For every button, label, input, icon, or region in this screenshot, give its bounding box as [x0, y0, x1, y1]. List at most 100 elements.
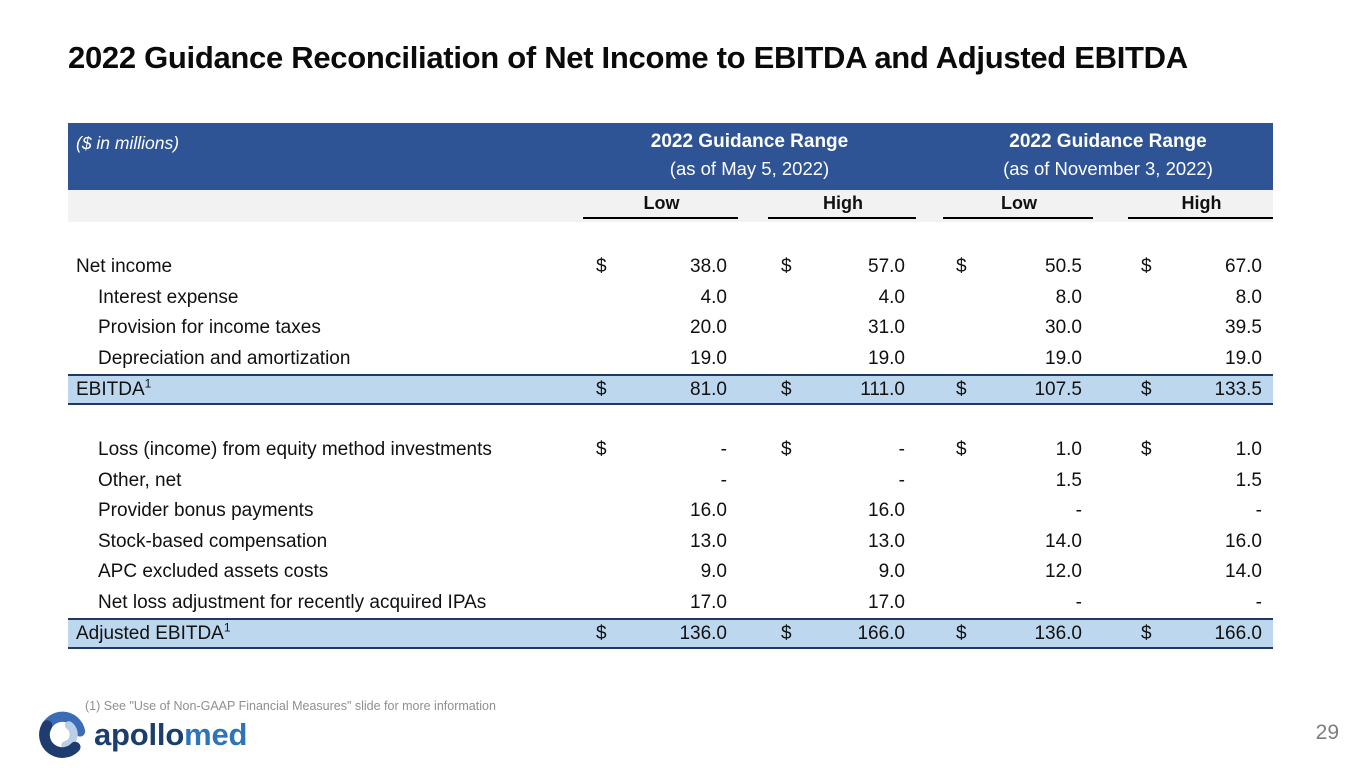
table-row: Provider bonus payments 16.0 16.0 - - [68, 496, 1273, 527]
value-cell: $133.5 [1128, 379, 1273, 401]
row-label: Net loss adjustment for recently acquire… [98, 591, 487, 613]
cell-value: 30.0 [1045, 317, 1082, 339]
subheader-low-may: Low [583, 190, 738, 219]
value-cell: 19.0 [583, 348, 738, 370]
logo-text-med: med [184, 716, 248, 752]
cell-value: - [720, 469, 727, 491]
value-cell: 1.5 [943, 470, 1093, 492]
cell-value: 8.0 [1235, 286, 1262, 308]
page-title: 2022 Guidance Reconciliation of Net Inco… [68, 40, 1188, 75]
value-cell: $166.0 [768, 623, 916, 645]
cell-value: 19.0 [1045, 347, 1082, 369]
value-cell: 13.0 [768, 531, 916, 553]
cell-value: 1.5 [1235, 469, 1262, 491]
cell-value: - [1255, 591, 1262, 613]
cell-value: 20.0 [690, 317, 727, 339]
value-cell: $67.0 [1128, 256, 1273, 278]
dollar-sign: $ [596, 378, 607, 400]
value-cell: 30.0 [943, 317, 1093, 339]
dollar-sign: $ [1141, 439, 1152, 461]
value-cell: 8.0 [943, 287, 1093, 309]
table-row: Stock-based compensation 13.0 13.0 14.0 16.0 [68, 527, 1273, 558]
value-cell: $57.0 [768, 256, 916, 278]
row-label: APC excluded assets costs [98, 561, 329, 583]
value-cell: $ - [768, 439, 916, 461]
value-cell: 12.0 [943, 561, 1093, 583]
column-group-subtitle: (as of November 3, 2022) [1003, 157, 1213, 179]
value-cell: 4.0 [768, 287, 916, 309]
value-cell: $ - [583, 439, 738, 461]
value-cell: 14.0 [1128, 561, 1273, 583]
cell-value: 81.0 [690, 378, 727, 400]
cell-value: 111.0 [860, 378, 905, 400]
cell-value: 16.0 [690, 500, 727, 522]
cell-value: - [1075, 591, 1082, 613]
cell-value: 8.0 [1055, 286, 1082, 308]
cell-value: 4.0 [700, 286, 727, 308]
cell-value: 19.0 [690, 347, 727, 369]
value-cell: 16.0 [583, 500, 738, 522]
cell-value: 17.0 [690, 591, 727, 613]
table-body: Net income $38.0 $57.0 $50.5 $67.0 Interest e… [68, 222, 1273, 649]
cell-value: - [1075, 500, 1082, 522]
value-cell: $111.0 [768, 379, 916, 401]
value-cell: - [943, 592, 1093, 614]
row-label: Adjusted EBITDA1 [76, 620, 231, 644]
value-cell: $38.0 [583, 256, 738, 278]
cell-value: 136.0 [1034, 622, 1082, 644]
table-row: APC excluded assets costs 9.0 9.0 12.0 14.0 [68, 557, 1273, 588]
value-cell: - [943, 500, 1093, 522]
row-label: Loss (income) from equity method investm… [98, 439, 492, 461]
value-cell: 16.0 [1128, 531, 1273, 553]
table-header-row: ($ in millions) 2022 Guidance Range (as … [68, 123, 1273, 190]
cell-value: - [720, 439, 727, 461]
column-group-november: 2022 Guidance Range (as of November 3, 2… [943, 123, 1273, 190]
dollar-sign: $ [956, 622, 967, 644]
row-label: Stock-based compensation [98, 530, 328, 552]
cell-value: 1.5 [1055, 469, 1082, 491]
value-cell: 1.5 [1128, 470, 1273, 492]
table-row: Loss (income) from equity method investm… [68, 435, 1273, 466]
cell-value: 67.0 [1225, 256, 1262, 278]
row-label: Provision for income taxes [98, 317, 321, 339]
row-label: Interest expense [98, 286, 239, 308]
cell-value: 1.0 [1055, 439, 1082, 461]
cell-value: 57.0 [868, 256, 905, 278]
table-row: Interest expense 4.0 4.0 8.0 8.0 [68, 283, 1273, 314]
cell-value: 13.0 [868, 530, 905, 552]
row-label: Net income [76, 256, 173, 278]
dollar-sign: $ [596, 256, 607, 278]
cell-value: 31.0 [868, 317, 905, 339]
value-cell: 17.0 [583, 592, 738, 614]
value-cell: 17.0 [768, 592, 916, 614]
row-label: Other, net [98, 469, 182, 491]
cell-value: 14.0 [1045, 530, 1082, 552]
cell-value: 16.0 [868, 500, 905, 522]
cell-value: - [1255, 500, 1262, 522]
cell-value: 166.0 [857, 622, 905, 644]
cell-value: - [898, 439, 905, 461]
cell-value: 17.0 [868, 591, 905, 613]
value-cell: 19.0 [768, 348, 916, 370]
value-cell: 14.0 [943, 531, 1093, 553]
value-cell: 13.0 [583, 531, 738, 553]
cell-value: 19.0 [868, 347, 905, 369]
value-cell: - [1128, 592, 1273, 614]
cell-value: 14.0 [1225, 561, 1262, 583]
subheader-high-nov: High [1128, 190, 1273, 219]
footnote-marker: 1 [144, 376, 152, 391]
section-spacer [68, 222, 1273, 252]
value-cell: 4.0 [583, 287, 738, 309]
total-row: EBITDA1 $81.0 $111.0 $107.5 $133.5 [68, 374, 1273, 405]
table-row: Provision for income taxes 20.0 31.0 30.0 39… [68, 313, 1273, 344]
cell-value: 136.0 [679, 622, 727, 644]
footnote-marker: 1 [223, 620, 231, 635]
value-cell: $1.0 [1128, 439, 1273, 461]
table-row: Other, net - - 1.5 1.5 [68, 466, 1273, 497]
value-cell: $136.0 [583, 623, 738, 645]
dollar-sign: $ [781, 378, 792, 400]
page-number: 29 [1315, 721, 1339, 744]
cell-value: 166.0 [1214, 622, 1262, 644]
cell-value: 38.0 [690, 256, 727, 278]
